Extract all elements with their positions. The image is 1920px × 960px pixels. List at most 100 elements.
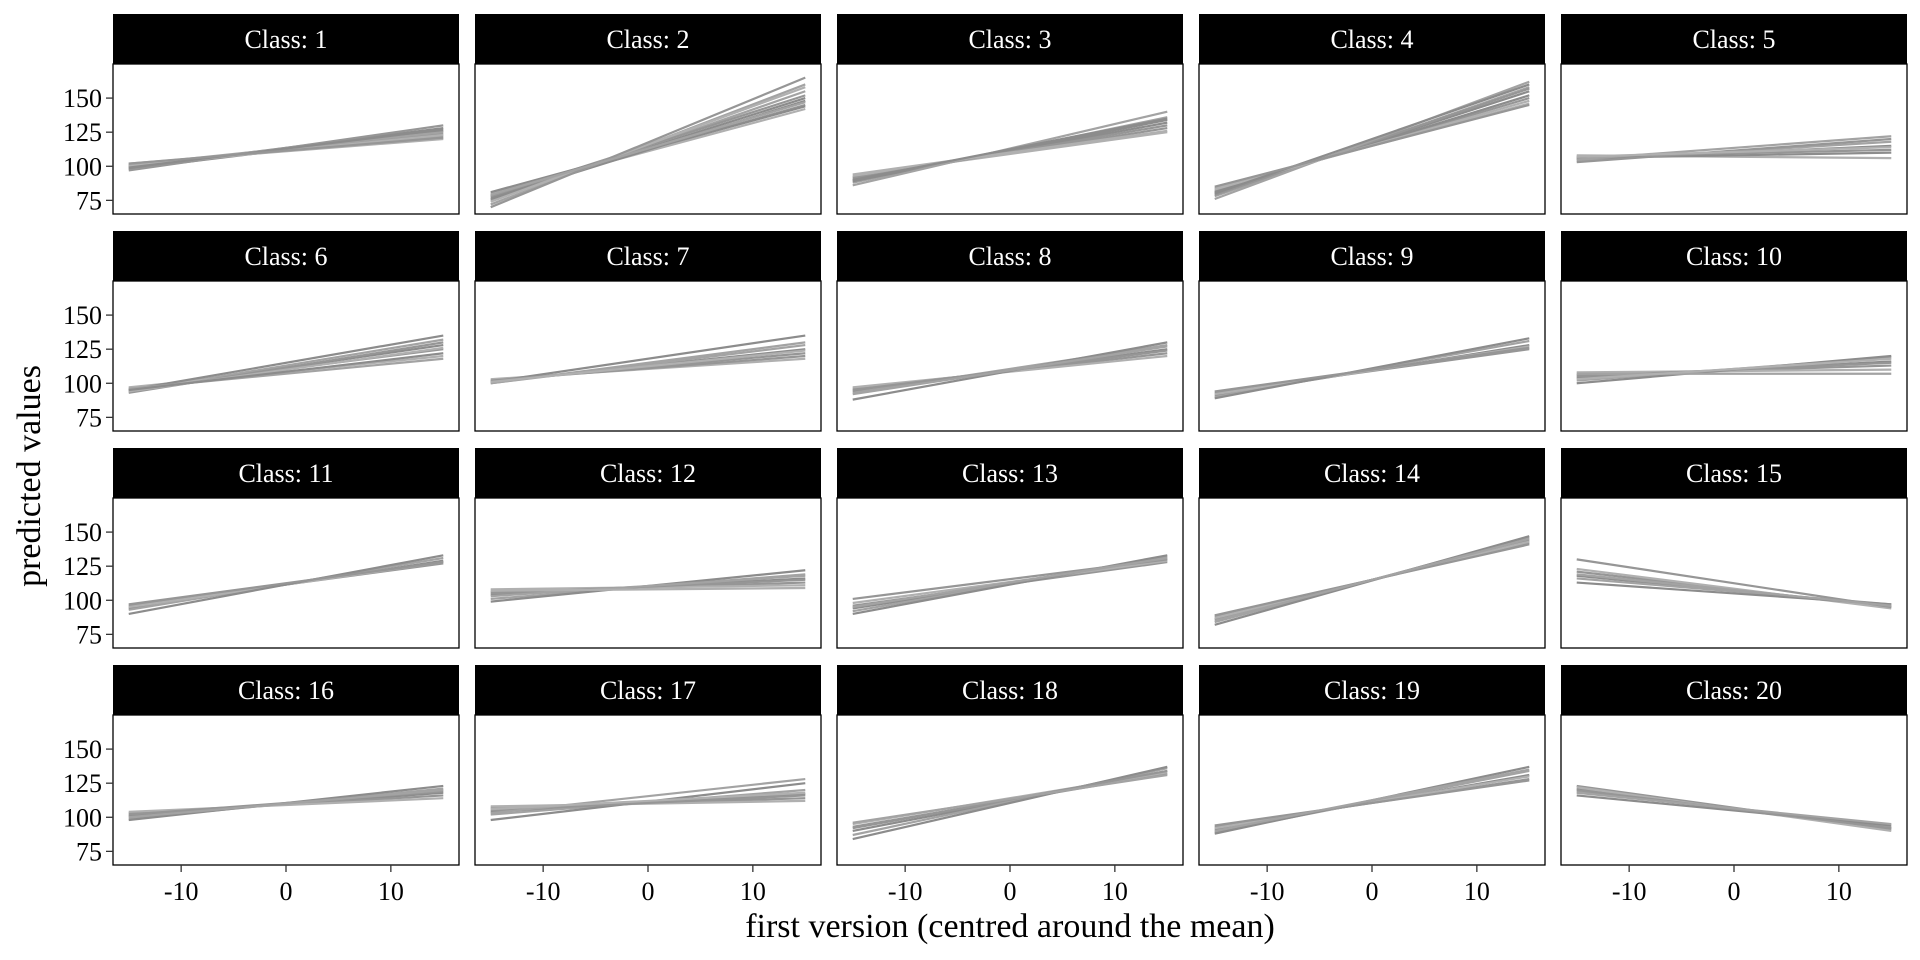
predicted-line [852,129,1168,176]
predicted-line [852,117,1168,181]
facet-strip-label: Class: 1 [244,25,327,54]
facet-strip-label: Class: 4 [1330,25,1413,54]
predicted-line [1576,368,1892,374]
facet-strip [113,14,459,64]
y-tick-label: 125 [63,335,102,364]
predicted-line [1576,794,1892,827]
facet-strip [475,14,821,64]
predicted-line [490,101,806,196]
facet-strip [475,665,821,715]
predicted-line [852,556,1168,609]
panel-frame [836,497,1184,649]
facet-strip-label: Class: 8 [968,242,1051,271]
facet-strip-label: Class: 17 [600,676,696,705]
y-tick-label: 100 [63,803,102,832]
facet-strip-label: Class: 3 [968,25,1051,54]
predicted-line [128,797,444,813]
y-tick-label: 125 [63,118,102,147]
panel-frame [112,497,460,649]
predicted-line [1576,357,1892,381]
facet-panel: Class: 11 75 100 125 150 [63,448,460,649]
x-tick-label: 0 [1728,877,1741,906]
facet-panel: Class: 19 -10 0 10 [1198,665,1546,906]
facet-strip [113,448,459,498]
predicted-line [1576,573,1892,607]
x-tick-label: -10 [164,877,199,906]
panel-frame [112,280,460,432]
facet-strip-label: Class: 5 [1692,25,1775,54]
facet-panel: Class: 13 [836,448,1184,649]
facet-strip-label: Class: 19 [1324,676,1420,705]
facet-panel: Class: 16 75 100 125 150 -10 0 10 [63,665,460,906]
facet-panel: Class: 2 [474,14,822,215]
facet-strip [837,665,1183,715]
predicted-line [852,344,1168,394]
facet-strip [113,231,459,281]
facet-strip [1561,448,1907,498]
y-tick-label: 125 [63,552,102,581]
x-tick-label: 0 [1004,877,1017,906]
predicted-line [852,118,1168,183]
y-tick-label: 150 [63,735,102,764]
facet-strip [113,665,459,715]
y-tick-label: 150 [63,518,102,547]
panel-frame [836,63,1184,215]
predicted-line [1214,768,1530,832]
panel-frame [1198,714,1546,866]
predicted-line [1214,87,1530,196]
x-tick-label: -10 [1250,877,1285,906]
x-tick-label: 10 [1102,877,1128,906]
facet-strip [1199,231,1545,281]
predicted-line [490,76,806,209]
facet-panel: Class: 8 [836,231,1184,432]
facet-strip-label: Class: 12 [600,459,696,488]
y-tick-label: 150 [63,84,102,113]
facet-panel: Class: 3 [836,14,1184,215]
panel-frame [1198,280,1546,432]
predicted-line [128,352,444,392]
predicted-line [852,773,1168,824]
predicted-line [490,349,806,384]
facet-panel: Class: 10 [1560,231,1908,432]
predicted-line [1214,779,1530,827]
facet-panel: Class: 14 [1198,448,1546,649]
y-tick-label: 125 [63,769,102,798]
facet-panel: Class: 15 [1560,448,1908,649]
panel-frame [1560,497,1908,649]
x-tick-label: 0 [280,877,293,906]
y-tick-label: 100 [63,586,102,615]
facet-strip [475,448,821,498]
x-axis-title: first version (centred around the mean) [745,908,1275,945]
predicted-line [852,131,1168,177]
facet-strip-label: Class: 7 [606,242,689,271]
y-tick-label: 150 [63,301,102,330]
facet-panel: Class: 9 [1198,231,1546,432]
predicted-line [1214,80,1530,201]
predicted-line [1576,791,1892,826]
facet-strip [1561,231,1907,281]
x-tick-label: 0 [1366,877,1379,906]
predicted-line [490,791,806,811]
predicted-line [852,345,1168,396]
facet-strip [837,14,1183,64]
x-tick-label: 0 [642,877,655,906]
facet-panel: Class: 1 75 100 125 150 [63,14,460,215]
predicted-line [490,586,806,592]
panel-frame [1560,714,1908,866]
facet-strip-label: Class: 16 [238,676,334,705]
predicted-line [1576,567,1892,610]
facet-strip [1561,14,1907,64]
predicted-line [1576,558,1892,609]
y-tick-label: 100 [63,369,102,398]
predicted-line [490,334,806,383]
predicted-line [1214,537,1530,622]
facet-strip-label: Class: 9 [1330,242,1413,271]
y-axis-title: predicted values [11,365,48,587]
facet-strip [1199,448,1545,498]
panel-frame [1560,280,1908,432]
facet-strip-label: Class: 2 [606,25,689,54]
facet-panel: Class: 17 -10 0 10 [474,665,822,906]
x-tick-label: -10 [526,877,561,906]
